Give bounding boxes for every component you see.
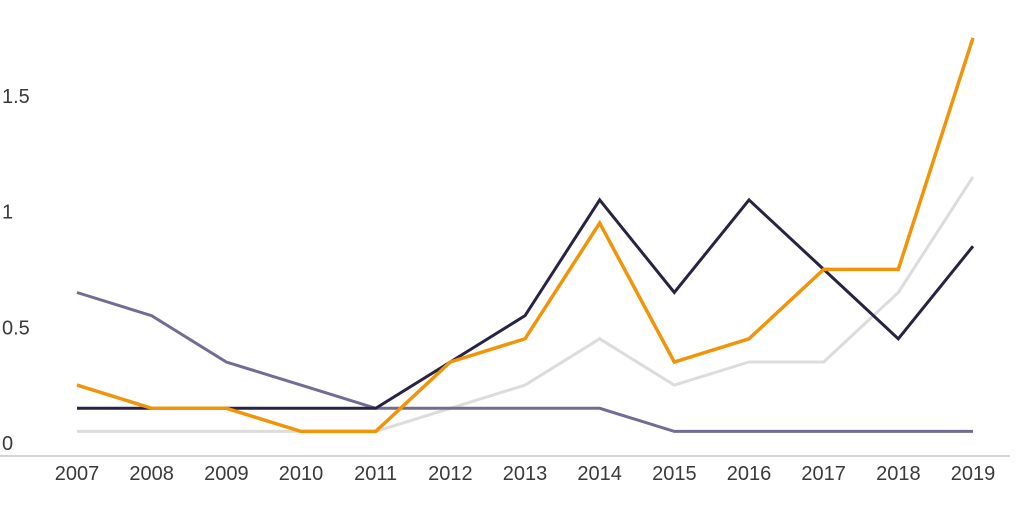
- x-tick-label: 2013: [503, 463, 548, 485]
- x-tick-label: 2015: [652, 463, 697, 485]
- y-tick-label: 0: [2, 433, 13, 455]
- x-tick-label: 2019: [951, 463, 996, 485]
- line-light-gray-series: [77, 175, 975, 433]
- y-tick-label: 1.5: [2, 86, 30, 108]
- x-tick-label: 2016: [727, 463, 772, 485]
- x-tick-label: 2008: [129, 463, 174, 485]
- x-tick-label: 2017: [801, 463, 846, 485]
- x-tick-label: 2011: [354, 463, 397, 485]
- line-orange-series: [76, 37, 975, 434]
- y-tick-label: 1: [2, 202, 13, 224]
- y-tick-label: 0.5: [2, 317, 30, 339]
- line-muted-purple-series: [76, 291, 973, 433]
- x-tick-label: 2018: [876, 463, 921, 485]
- x-tick-label: 2014: [577, 463, 622, 485]
- x-tick-label: 2007: [55, 463, 100, 485]
- line-dark-navy-series: [77, 197, 975, 410]
- x-tick-label: 2012: [428, 463, 473, 485]
- x-tick-label: 2010: [279, 463, 324, 485]
- x-tick-label: 2009: [204, 463, 249, 485]
